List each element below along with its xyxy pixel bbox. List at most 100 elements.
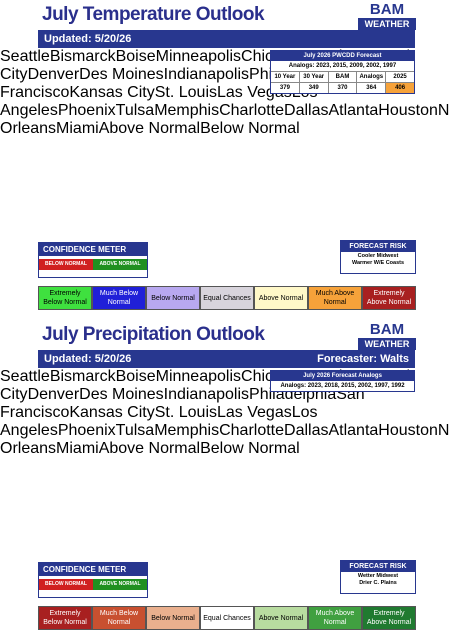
city-label: Minneapolis	[155, 368, 242, 385]
table-row: 379 349 370 364 406	[271, 82, 414, 93]
table-title: July 2026 PWCDD Forecast	[271, 51, 414, 61]
risk-line: Drier C. Plains	[359, 580, 397, 586]
risk-line: Wetter Midwest	[357, 573, 399, 579]
city-label: Miami	[56, 440, 99, 457]
city-label: Des Moines	[79, 66, 164, 83]
city-label: Bismarck	[49, 368, 116, 385]
city-label: Denver	[27, 386, 80, 403]
confidence-scale: BELOW NORMAL ABOVE NORMAL	[39, 259, 147, 270]
city-label: Indianapolis	[163, 66, 250, 83]
city-label: Memphis	[154, 422, 220, 439]
table-cell: 30 Year	[298, 72, 328, 82]
table-cell: Analogs	[356, 72, 385, 82]
city-label: Las Vegas	[217, 404, 292, 421]
city-label: Seattle	[0, 368, 50, 385]
legend-item: Extremely Above Normal	[362, 286, 416, 310]
region-label: Below Normal	[200, 120, 300, 137]
legend-item: Much Above Normal	[308, 606, 362, 630]
legend-item: Much Above Normal	[308, 286, 362, 310]
confidence-meter: CONFIDENCE METER BELOW NORMAL ABOVE NORMAL	[38, 562, 148, 598]
logo: BAM WEATHER	[358, 322, 416, 350]
city-label: Seattle	[0, 48, 50, 65]
city-label: Atlanta	[328, 422, 379, 439]
forecaster: Forecaster: Walts	[317, 353, 409, 365]
city-label: Charlotte	[219, 102, 285, 119]
table-cell: 379	[279, 85, 290, 91]
city-label: Dallas	[284, 102, 329, 119]
city-label: Charlotte	[219, 422, 285, 439]
city-label: Minneapolis	[155, 48, 242, 65]
legend-item: Equal Chances	[200, 286, 254, 310]
legend-item: Extremely Below Normal	[38, 606, 92, 630]
logo: BAM WEATHER	[358, 2, 416, 30]
city-label: Memphis	[154, 102, 220, 119]
table-cell: 406	[385, 83, 414, 93]
logo-bottom: WEATHER	[358, 18, 416, 30]
table-cell: 10 Year	[274, 74, 296, 80]
city-label: New Orleans	[0, 422, 450, 457]
risk-line: Warmer W/E Coasts	[351, 260, 405, 266]
table-cell: 349	[298, 83, 328, 93]
logo-top: BAM	[369, 321, 405, 338]
forecast-table: July 2026 Forecast Analogs Analogs: 2023,…	[270, 370, 415, 392]
logo-top: BAM	[369, 1, 405, 18]
legend-item: Extremely Above Normal	[362, 606, 416, 630]
city-label: Kansas City	[69, 84, 155, 101]
panel-title: July Temperature Outlook	[42, 4, 265, 25]
legend-item: Extremely Below Normal	[38, 286, 92, 310]
region-label: Below Normal	[200, 440, 300, 457]
city-label: Dallas	[284, 422, 329, 439]
legend-item: Above Normal	[254, 286, 308, 310]
city-label: Boise	[115, 48, 156, 65]
city-label: Des Moines	[79, 386, 164, 403]
city-label: Miami	[56, 120, 99, 137]
city-label: Tulsa	[115, 422, 155, 439]
city-label: Los Angeles	[0, 404, 318, 439]
confidence-high: ABOVE NORMAL	[93, 579, 147, 590]
city-label: St. Louis	[154, 84, 217, 101]
legend-item: Equal Chances	[200, 606, 254, 630]
updated-bar: Updated: 5/20/26 Forecaster: Walts	[38, 350, 415, 368]
city-label: Boise	[115, 368, 156, 385]
city-label: Phoenix	[57, 102, 116, 119]
city-label: Houston	[378, 102, 438, 119]
confidence-low: BELOW NORMAL	[39, 579, 93, 590]
city-label: Atlanta	[328, 102, 379, 119]
city-label: Tulsa	[115, 102, 155, 119]
city-label: Houston	[378, 422, 438, 439]
table-cell: 364	[356, 83, 385, 93]
confidence-low: BELOW NORMAL	[39, 259, 93, 270]
risk-title: FORECAST RISK	[341, 241, 415, 252]
table-analogs: Analogs: 2023, 2015, 2009, 2002, 1997	[288, 63, 397, 69]
panel: July Temperature Outlook BAM WEATHER Update…	[0, 0, 450, 310]
city-label: New Orleans	[0, 102, 450, 137]
logo-bottom: WEATHER	[358, 338, 416, 350]
legend-item: Much Below Normal	[92, 606, 146, 630]
city-label: Bismarck	[49, 48, 116, 65]
city-label: Indianapolis	[163, 386, 250, 403]
region-label: Above Normal	[98, 120, 201, 137]
legend-item: Below Normal	[146, 286, 200, 310]
confidence-scale: BELOW NORMAL ABOVE NORMAL	[39, 579, 147, 590]
table-title: July 2026 Forecast Analogs	[271, 371, 414, 381]
updated: Updated: 5/20/26	[44, 33, 132, 45]
forecast-risk: FORECAST RISK Wetter Midwest Drier C. Plai…	[340, 560, 416, 594]
region-label: Above Normal	[98, 440, 201, 457]
confidence-title: CONFIDENCE METER	[39, 563, 147, 576]
legend-item: Below Normal	[146, 606, 200, 630]
table-row: 10 Year 30 Year BAM Analogs 2025	[271, 71, 414, 82]
legend-item: Above Normal	[254, 606, 308, 630]
confidence-high: ABOVE NORMAL	[93, 259, 147, 270]
risk-line: Cooler Midwest	[357, 253, 399, 259]
confidence-meter: CONFIDENCE METER BELOW NORMAL ABOVE NORMAL	[38, 242, 148, 278]
city-label: St. Louis	[154, 404, 217, 421]
risk-title: FORECAST RISK	[341, 561, 415, 572]
updated: Updated: 5/20/26	[44, 353, 132, 365]
city-label: Kansas City	[69, 404, 155, 421]
table-cell: 2025	[385, 72, 414, 82]
city-label: Denver	[27, 66, 80, 83]
forecast-table: July 2026 PWCDD Forecast Analogs: 2023, 2…	[270, 50, 415, 94]
confidence-title: CONFIDENCE METER	[39, 243, 147, 256]
updated-bar: Updated: 5/20/26	[38, 30, 415, 48]
